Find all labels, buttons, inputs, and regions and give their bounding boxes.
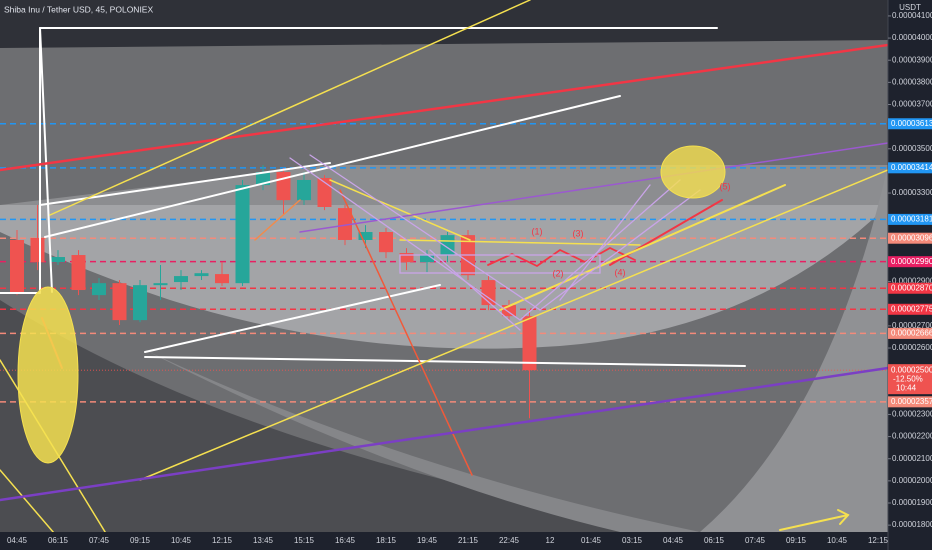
candle-body (235, 185, 250, 284)
price-line-label: 0.00003613 (891, 119, 932, 128)
annotation: (2) (553, 268, 564, 278)
candle-body (174, 276, 188, 283)
price-line-label: 0.00003096 (891, 233, 932, 242)
last-price-tag (888, 364, 932, 395)
price-line-label: 0.00002357 (891, 397, 932, 406)
x-tick-label: 04:45 (7, 536, 28, 545)
candle-body (276, 172, 291, 201)
x-tick-label: 19:45 (417, 536, 438, 545)
y-tick-label: 0.00002300 (892, 410, 932, 419)
x-tick-label: 12:15 (868, 536, 889, 545)
price-line-label: 0.00002775 (891, 304, 932, 313)
candle-body (215, 274, 229, 284)
price-line-tag (888, 303, 932, 315)
candle-body (153, 283, 168, 286)
price-line-label: 0.00002870 (891, 283, 932, 292)
last-price-label: 0.00002500 (891, 365, 932, 374)
y-tick-label: 0.00002200 (892, 432, 932, 441)
drawings (0, 0, 888, 532)
y-tick-label: 0.00002100 (892, 454, 932, 463)
x-tick-label: 03:15 (622, 536, 643, 545)
y-tick-label: 0.00003300 (892, 188, 932, 197)
candle-body (420, 255, 434, 263)
price-line-tag (888, 118, 932, 130)
x-tick-label: 04:45 (663, 536, 684, 545)
annotation: (5) (720, 181, 731, 191)
price-line-tag (888, 162, 932, 174)
price-line-tag (888, 256, 932, 268)
y-tick-label: 0.00002600 (892, 343, 932, 352)
x-tick-label: 12:15 (212, 536, 233, 545)
x-tick-label: 12 (546, 536, 555, 545)
price-line-tag (888, 282, 932, 294)
y-tick-label: 0.00004000 (892, 33, 932, 42)
price-line-label: 0.00002990 (891, 257, 932, 266)
x-tick-label: 18:15 (376, 536, 397, 545)
y-tick-label: 0.00003700 (892, 100, 932, 109)
price-axis (888, 0, 932, 550)
y-tick-label: 0.00003500 (892, 144, 932, 153)
y-tick-label: 0.00002700 (892, 321, 932, 330)
y-tick-label: 0.00001800 (892, 520, 932, 529)
x-tick-label: 06:15 (704, 536, 725, 545)
x-tick-label: 06:15 (48, 536, 69, 545)
candle-body (30, 237, 45, 263)
annotation: (1) (532, 226, 543, 236)
x-tick-label: 01:45 (581, 536, 602, 545)
candle-body (379, 232, 393, 253)
y-tick-label: 0.00003800 (892, 77, 932, 86)
last-price-change: -12.50% (893, 374, 923, 383)
x-tick-label: 09:15 (130, 536, 151, 545)
price-line-tag (888, 327, 932, 339)
candle-body (338, 208, 352, 240)
y-tick-label: 0.00003900 (892, 55, 932, 64)
x-tick-label: 15:15 (294, 536, 315, 545)
x-tick-label: 13:45 (253, 536, 274, 545)
candle-body (10, 239, 24, 293)
candle-body (112, 283, 127, 321)
x-tick-label: 09:15 (786, 536, 807, 545)
price-line-tag (888, 396, 932, 408)
y-tick-label: 0.00001900 (892, 498, 932, 507)
candle-body (71, 255, 86, 291)
price-line-tag (888, 232, 932, 244)
candle-body (502, 305, 516, 317)
x-tick-label: 16:45 (335, 536, 356, 545)
x-tick-label: 22:45 (499, 536, 520, 545)
annotation: (4) (615, 267, 626, 277)
last-price-countdown: 10:44 (896, 383, 917, 392)
price-line-label: 0.00003414 (891, 163, 932, 172)
price-line-tag (888, 213, 932, 225)
candle-body (194, 273, 209, 277)
x-tick-label: 10:45 (827, 536, 848, 545)
price-line-label: 0.00003181 (891, 215, 932, 224)
annotation: (3) (573, 228, 584, 238)
candle-body (358, 232, 373, 240)
y-tick-label: 0.00004100 (892, 11, 932, 20)
candle-body (92, 283, 106, 296)
x-tick-label: 07:45 (745, 536, 766, 545)
candle-body (51, 257, 65, 263)
y-tick-label: 0.00002900 (892, 277, 932, 286)
candle-body (297, 179, 311, 201)
y-tick-label: 0.00002000 (892, 476, 932, 485)
x-tick-label: 10:45 (171, 536, 192, 545)
x-tick-label: 07:45 (89, 536, 110, 545)
candle-body (399, 253, 414, 263)
x-tick-label: 21:15 (458, 536, 479, 545)
chart-title: Shiba Inu / Tether USD, 45, POLONIEX (4, 4, 153, 14)
axis-unit: USDT (899, 3, 921, 12)
candle-body (133, 285, 147, 321)
price-line-label: 0.00002666 (891, 329, 932, 338)
candle-body (522, 316, 537, 371)
time-axis (0, 532, 932, 550)
